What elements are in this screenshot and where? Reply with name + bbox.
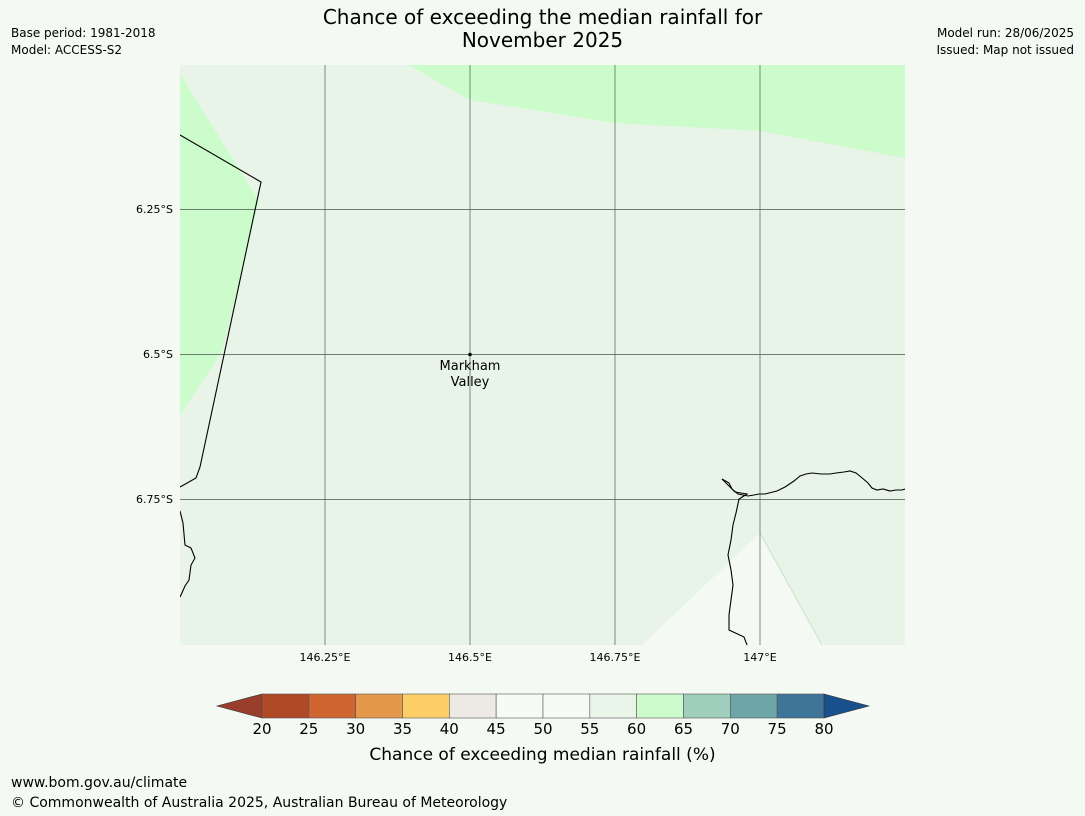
colorbar-bin-30-35 [355,693,403,719]
colorbar-tick-25: 25 [299,720,319,738]
colorbar-bin-70-75 [729,693,778,719]
colorbar-tick-30: 30 [346,720,366,738]
base-period-text: Base period: 1981-2018 [11,26,156,40]
lat-label-6-75: 6.75°S [136,493,173,506]
colorbar-tick-60: 60 [627,720,647,738]
lon-label-146-5: 146.5°E [448,651,492,664]
colorbar-tick-65: 65 [673,720,694,738]
place-label-line1: Markham [439,359,501,374]
lon-label-147: 147°E [743,651,777,664]
place-marker-markham-valley [468,352,472,357]
coastline-right [721,470,905,497]
colorbar-tick-70: 70 [720,720,740,738]
footer-copyright: © Commonwealth of Australia 2025, Austra… [11,795,508,811]
colorbar-bin-45-50 [495,693,544,719]
colorbar-tick-50: 50 [533,720,553,738]
map-region-65-70-top [408,65,905,158]
map-gridlines [180,65,905,645]
colorbar-bin-65-70 [683,693,731,719]
model-text: Model: ACCESS-S2 [11,43,123,57]
colorbar-bin-55-60 [589,693,637,719]
lon-label-146-25: 146.25°E [299,651,351,664]
colorbar-tick-40: 40 [439,720,459,738]
colorbar-bin-40-45 [449,693,497,719]
colorbar-bin-50-55 [542,693,591,719]
meta-info-left: Base period: 1981-2018 Model: ACCESS-S2 [11,25,156,59]
coastline-left [180,510,196,598]
river [721,478,749,645]
colorbar-bin-25-30 [308,693,356,719]
colorbar-tick-55: 55 [580,720,600,738]
colorbar-under-arrow [215,693,263,719]
map-region-65-70-left [180,74,259,415]
map-title-line2: November 2025 [461,28,624,52]
map-title-line1: Chance of exceeding the median rainfall … [322,5,763,29]
province-boundary [180,134,262,488]
place-label-line2: Valley [450,375,490,390]
colorbar-tick-35: 35 [392,720,413,738]
map-title: Chance of exceeding the median rainfall … [0,6,1085,52]
lon-label-146-75: 146.75°E [589,651,641,664]
colorbar-title: Chance of exceeding median rainfall (%) [369,745,716,765]
colorbar-bin-75-80 [776,693,825,719]
rainfall-map [180,65,905,645]
meta-info-right: Model run: 28/06/2025 Issued: Map not is… [936,25,1074,59]
map-background [180,65,905,645]
map-boundaries [180,134,905,645]
lat-label-6-25: 6.25°S [136,203,173,216]
colorbar-tick-75: 75 [767,720,787,738]
footer-url: www.bom.gov.au/climate [11,775,188,791]
colorbar-bins [261,693,825,719]
issued-text: Issued: Map not issued [936,43,1074,57]
colorbar [215,693,871,719]
colorbar-bin-35-40 [402,693,450,719]
colorbar-tick-45: 45 [486,720,506,738]
place-label-markham-valley: Markham Valley [420,359,520,391]
model-run-text: Model run: 28/06/2025 [936,26,1074,40]
map-contour-edge [759,532,823,645]
colorbar-bin-20-25 [261,693,310,719]
colorbar-bin-60-65 [636,693,684,719]
colorbar-over-arrow [823,693,871,719]
lat-label-6-5: 6.5°S [143,348,173,361]
colorbar-tick-20: 20 [252,720,272,738]
colorbar-tick-80: 80 [814,720,834,738]
